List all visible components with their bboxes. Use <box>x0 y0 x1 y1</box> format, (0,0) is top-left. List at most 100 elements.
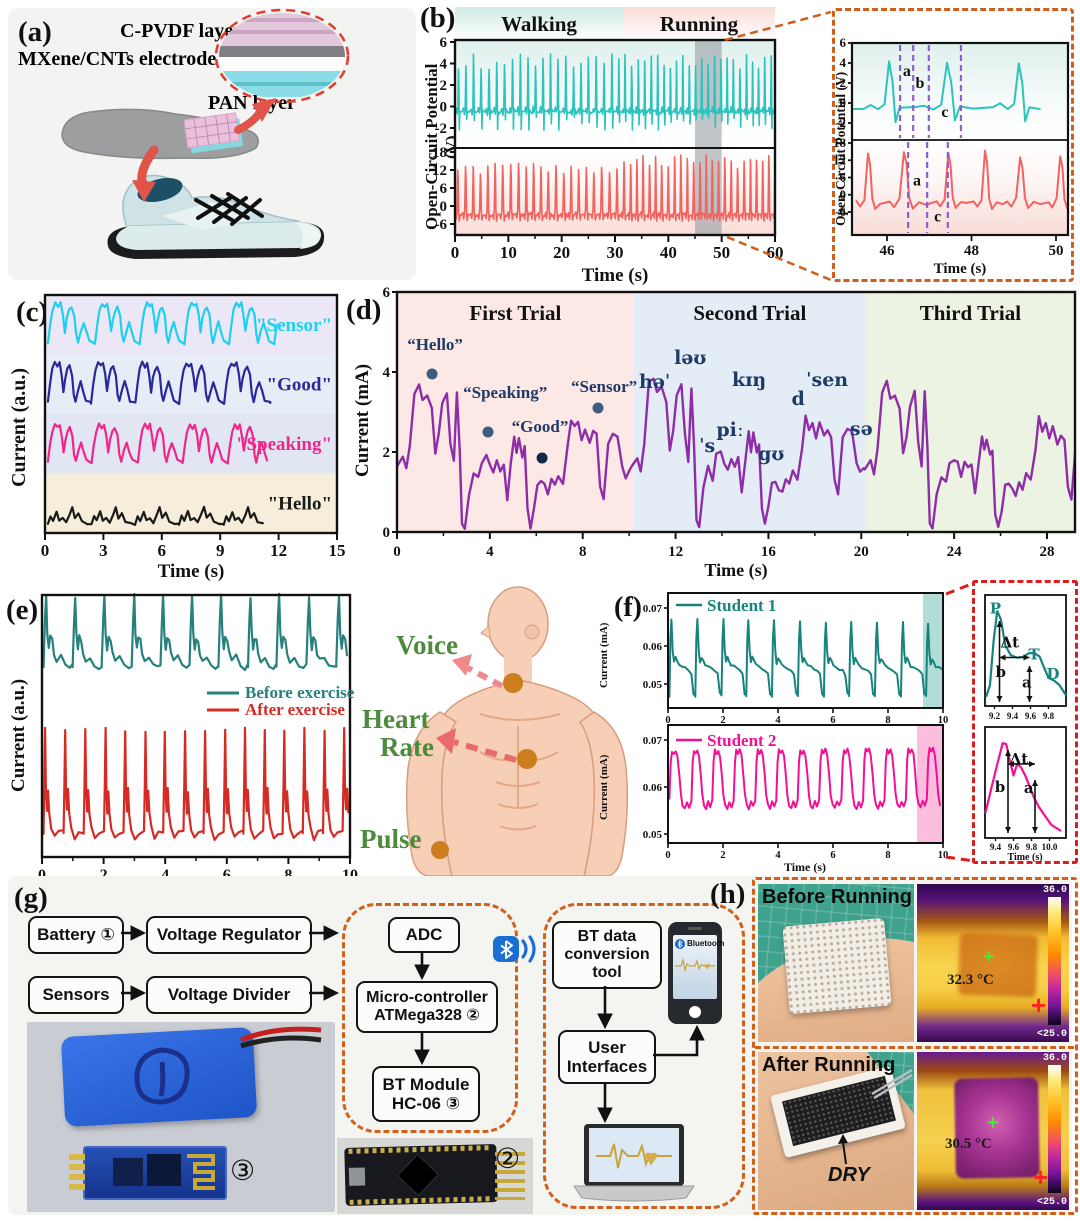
pulse-feature-label: D <box>1046 665 1059 683</box>
walking-running-voltage-trace-bottom <box>455 154 775 223</box>
x-tick-label: 9.6 <box>1008 842 1020 852</box>
dt-interval-arrow-head <box>1008 761 1014 767</box>
y-tick-label: 18 <box>432 145 447 161</box>
x-axis-label: Time (s) <box>704 560 767 581</box>
heart-sensor-dot <box>517 749 537 769</box>
patch-grid <box>185 113 239 147</box>
inset-bottom-trace-group <box>855 149 1068 210</box>
x-tick-label: 8 <box>579 544 587 560</box>
panel-f-ylabel-top: Current (mA) <box>598 622 610 688</box>
sensors-label: Sensors <box>42 985 110 1005</box>
phonetic-annotation: sə <box>850 418 873 440</box>
mcu-box: Micro-controller ATMega328 ② <box>356 981 498 1033</box>
x-tick-label: 0 <box>665 715 670 726</box>
shoe-side-panel <box>162 202 252 230</box>
y-tick-label: 12 <box>432 163 447 179</box>
student1-pulse-trace <box>668 618 943 698</box>
y-tick-label: 2 <box>383 445 391 461</box>
top-trace-group <box>455 53 775 131</box>
x-tick-label: 2 <box>100 867 108 884</box>
panel-b-connector <box>724 10 832 282</box>
plot-frame <box>395 290 1077 534</box>
x-tick-label: 2 <box>720 715 725 726</box>
legend-label: Before exercise <box>245 683 355 702</box>
ecg-trace <box>675 957 715 973</box>
gait-phase-label: c <box>941 104 948 121</box>
panel-a-arrows <box>132 98 276 202</box>
inset-connector-line <box>945 581 975 596</box>
y-tick-label: 0.07 <box>643 735 663 747</box>
before-running-photo: Before Running <box>758 884 914 1042</box>
phone-bluetooth-text: Bluetooth <box>687 939 725 948</box>
pulse-feature-label: T <box>1029 645 1041 663</box>
tweezers-icon <box>871 1068 913 1100</box>
word-annotation: “Sensor” <box>571 377 637 396</box>
b-amplitude-arrow-head <box>996 621 1003 627</box>
bluetooth-wave-2 <box>528 935 536 963</box>
x-tick-label: 20 <box>854 544 869 560</box>
thermal-scale-bar <box>1048 1065 1061 1193</box>
x-tick-label: 9.4 <box>990 842 1002 852</box>
word-label-2: "Speaking" <box>236 434 332 455</box>
gait-phase-label: a <box>913 172 921 189</box>
heart-icon: ♥ <box>704 961 711 973</box>
voltage-regulator-label: Voltage Regulator <box>156 925 302 945</box>
inset-connector-line <box>724 10 832 42</box>
d-trace-group <box>397 377 1075 531</box>
module-pins <box>69 1154 85 1192</box>
sensor-patch <box>183 112 244 154</box>
student1-highlight <box>923 593 943 708</box>
phonetic-annotation: piː <box>716 419 744 441</box>
legend-label: After exercise <box>245 700 345 719</box>
y-tick-label: 6 <box>440 35 448 51</box>
y-tick-label: 0 <box>440 100 448 116</box>
arrow-patch-to-inset <box>234 108 264 134</box>
adc-box: ADC <box>388 917 460 953</box>
y-tick-label: 18 <box>833 135 847 150</box>
black-wire <box>240 1035 322 1049</box>
inset-connector-line <box>726 235 832 282</box>
y-tick-label: 6 <box>440 181 448 197</box>
y-tick-label: 0.07 <box>643 603 663 615</box>
x-tick-label: 0 <box>451 243 460 262</box>
thermal-scale-max: 36.0 <box>1042 885 1067 896</box>
body-head <box>487 586 549 662</box>
voice-sensor-dot <box>503 673 523 693</box>
x-tick-label: 9.2 <box>989 711 1001 721</box>
ui-label-line1: User <box>588 1037 626 1057</box>
voice-arrow <box>466 665 504 689</box>
red-wire <box>240 1026 322 1043</box>
dry-arrow <box>838 1134 848 1165</box>
body-nose <box>480 624 491 639</box>
x-tick-label: 9 <box>216 541 225 560</box>
inset-bottom-box <box>984 726 1067 839</box>
pulse-sensor-dot <box>431 841 449 859</box>
panel-f-ylabel-bottom: Current (mA) <box>598 754 610 820</box>
pan-texture <box>219 82 345 86</box>
trial-band <box>865 292 1075 532</box>
x-axis-label: Time (s) <box>1007 852 1042 863</box>
x-axis-label: Time (s) <box>934 261 987 277</box>
phone-speaker <box>688 927 702 930</box>
voice-arrow-head <box>452 654 472 676</box>
student2-pulse-trace <box>668 746 941 811</box>
y-tick-label: 0 <box>440 199 448 215</box>
y-tick-label: 4 <box>440 57 448 73</box>
x-tick-label: 6 <box>223 867 231 884</box>
layer-label-pan: PAN layer <box>208 92 296 114</box>
before-running-label: Before Running <box>762 886 912 908</box>
dry-label: DRY <box>828 1164 870 1186</box>
x-tick-label: 4 <box>486 544 494 560</box>
student2-highlight <box>917 725 943 843</box>
thermal-red-cross: + <box>1031 990 1047 1020</box>
bt-module-label-line2: HC-06 ③ <box>391 1094 461 1113</box>
battery-box: Battery ① <box>28 916 124 954</box>
phonetic-annotation: ləʊ <box>674 347 706 369</box>
x-tick-label: 6 <box>830 715 835 726</box>
word-annotation-dot <box>592 402 604 414</box>
x-tick-label: 4 <box>161 867 169 884</box>
battery-box-label: Battery ① <box>37 925 115 945</box>
running-title: Running <box>660 12 739 36</box>
